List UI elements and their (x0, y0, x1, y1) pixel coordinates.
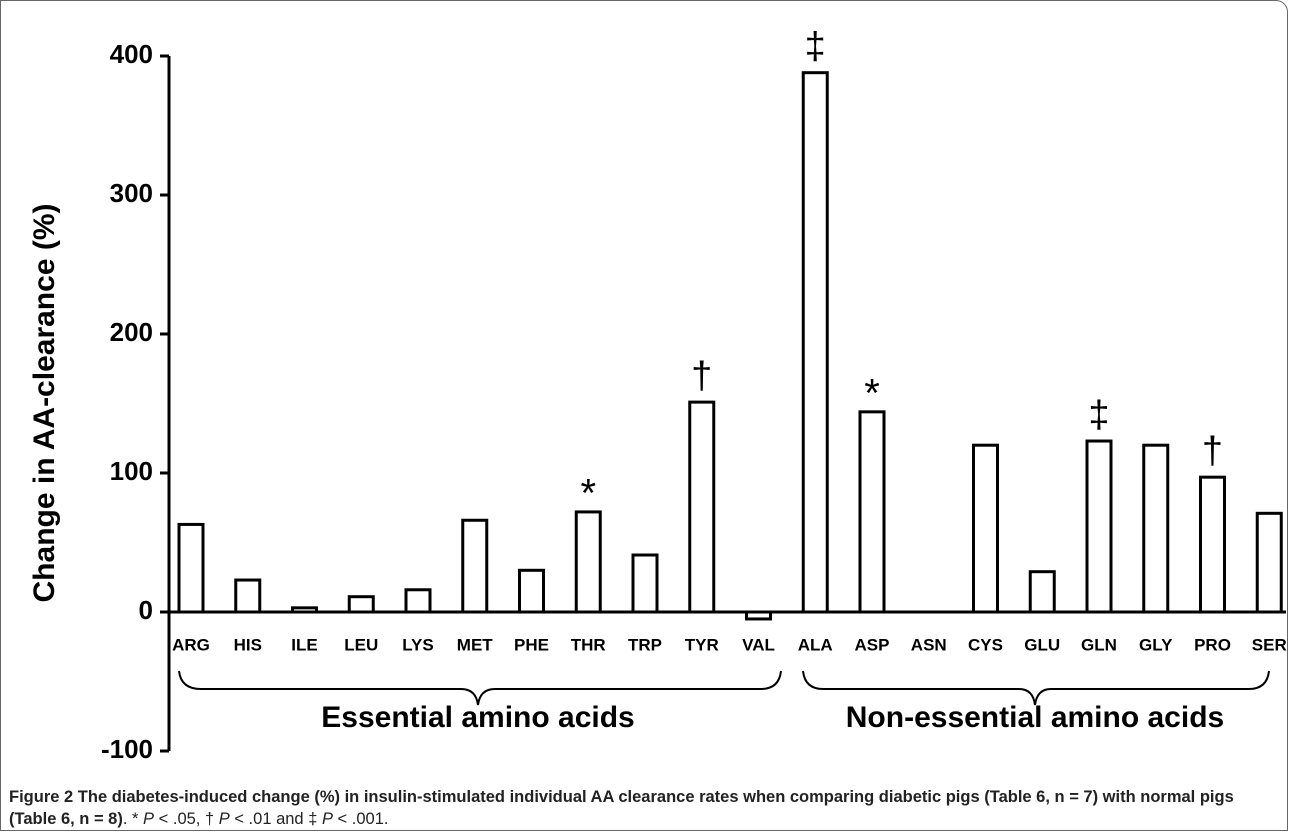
brace (178, 670, 782, 706)
caption-label: Figure 2 (9, 788, 74, 806)
x-tick-label: ARG (172, 635, 210, 654)
x-tick-label: GLY (1139, 635, 1173, 654)
x-tick-label: PHE (514, 635, 549, 654)
x-tick-label: CYS (968, 635, 1003, 654)
bar (745, 610, 772, 621)
significance-marker: ‡ (805, 26, 826, 68)
x-tick-label: HIS (234, 635, 262, 654)
bar (858, 410, 886, 614)
bar (688, 400, 716, 614)
group-label: Non-essential amino acids (846, 701, 1224, 734)
bar (347, 595, 375, 614)
caption-title: The diabetes-induced change (%) in insul… (9, 788, 1234, 828)
bar (291, 606, 318, 614)
bar (574, 510, 602, 614)
caption-note: P (218, 810, 230, 828)
significance-marker: † (691, 355, 712, 397)
bar (1142, 443, 1170, 614)
significance-marker: ‡ (1088, 394, 1109, 436)
y-tick-label: 300 (110, 178, 153, 208)
caption: Figure 2 The diabetes-induced change (%)… (9, 786, 1281, 830)
significance-marker: * (864, 371, 880, 415)
x-tick-label: MET (457, 635, 494, 654)
x-tick-label: LYS (402, 635, 434, 654)
caption-note: < .01 and ‡ (229, 810, 322, 828)
y-tick-label: 0 (139, 595, 153, 625)
y-tick-label: -100 (101, 734, 153, 764)
bar (801, 71, 829, 614)
bar (177, 522, 205, 614)
x-tick-label: ILE (291, 635, 317, 654)
chart: Change in AA-clearance (%) Essential ami… (28, 26, 1287, 764)
x-tick-label: GLN (1081, 635, 1117, 654)
bar (972, 443, 999, 614)
x-tick-label: ASN (911, 635, 947, 654)
y-tick-label: 200 (110, 317, 153, 347)
bar (404, 588, 432, 614)
bar (461, 518, 489, 614)
y-tick-label: 400 (110, 39, 153, 69)
caption-note: P (143, 810, 155, 828)
x-tick-label: PRO (1194, 635, 1231, 654)
x-tick-label: GLU (1024, 635, 1060, 654)
bar (1028, 570, 1056, 614)
bar (1085, 439, 1113, 614)
x-tick-label: TRP (628, 635, 662, 654)
y-axis-title: Change in AA-clearance (%) (28, 204, 61, 603)
x-tick-label: VAL (742, 635, 775, 654)
significance-marker: * (580, 471, 596, 515)
caption-note: < .001. (332, 810, 389, 828)
bar (1199, 475, 1226, 614)
caption-note: P (321, 810, 333, 828)
x-tick-label: LEU (344, 635, 378, 654)
x-tick-label: ALA (798, 635, 833, 654)
caption-note: < .05, † (154, 810, 219, 828)
bar (518, 568, 545, 614)
bar (1255, 511, 1283, 614)
x-tick-label: SER (1252, 635, 1287, 654)
group-label: Essential amino acids (321, 701, 634, 734)
bar (234, 578, 262, 614)
x-tick-label: TYR (685, 635, 719, 654)
y-tick-label: 100 (110, 456, 153, 486)
caption-note: . * (122, 810, 144, 828)
brace (802, 670, 1270, 706)
significance-marker: † (1202, 430, 1223, 472)
x-tick-label: ASP (855, 635, 890, 654)
bar (631, 553, 659, 614)
x-tick-label: THR (571, 635, 606, 654)
